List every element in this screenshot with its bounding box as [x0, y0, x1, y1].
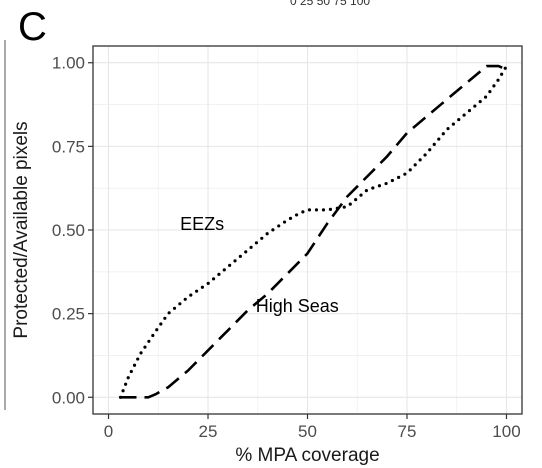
series-line-high-seas — [120, 64, 507, 399]
x-tick-label: 100 — [492, 422, 520, 441]
x-axis-title: % MPA coverage — [235, 445, 379, 466]
x-tick-label: 75 — [398, 422, 417, 441]
annotation-label: High Seas — [256, 296, 339, 316]
y-axis: 0.00 0.25 0.50 0.75 1.00 — [52, 54, 93, 407]
y-tick-label: 0.75 — [52, 137, 85, 156]
annotation-label: EEZs — [180, 214, 224, 234]
grid-major — [93, 46, 522, 414]
x-axis: 0 25 50 75 100 — [104, 414, 521, 441]
y-axis-title: Protected/Available pixels — [11, 121, 32, 338]
panel-label: C — [18, 5, 47, 49]
series-line-eezs — [118, 64, 509, 399]
y-tick-label: 0.00 — [52, 388, 85, 407]
annotations: EEZs High Seas — [180, 214, 339, 316]
x-tick-label: 0 — [104, 422, 113, 441]
top-axis-fragment: 0 25 50 75 100 — [290, 0, 370, 8]
y-tick-label: 1.00 — [52, 54, 85, 73]
series-layer — [118, 64, 509, 399]
y-tick-label: 0.50 — [52, 221, 85, 240]
x-tick-label: 50 — [298, 422, 317, 441]
x-tick-label: 25 — [199, 422, 218, 441]
y-tick-label: 0.25 — [52, 305, 85, 324]
